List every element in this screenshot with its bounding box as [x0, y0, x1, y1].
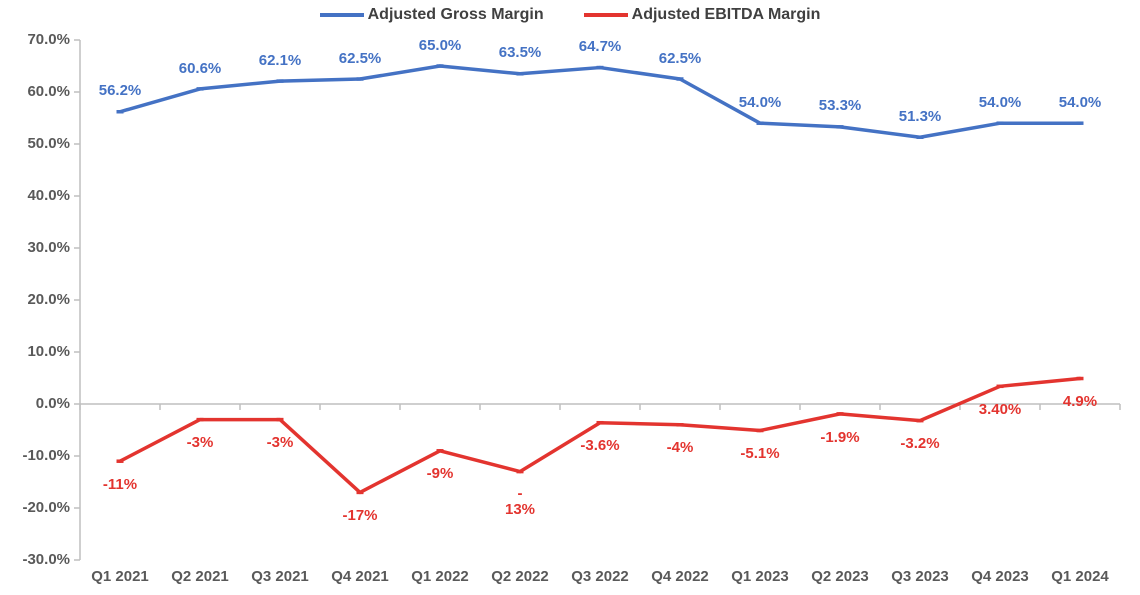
x-tick-label: Q1 2022 [411, 568, 469, 585]
data-label: 62.5% [339, 50, 382, 67]
y-tick-label: 10.0% [27, 343, 70, 360]
data-label: 64.7% [579, 38, 622, 55]
data-label: - 13% [505, 486, 535, 518]
data-label: -3% [267, 434, 294, 451]
x-tick-label: Q1 2021 [91, 568, 149, 585]
x-tick-label: Q4 2022 [651, 568, 709, 585]
data-label: -3% [187, 434, 214, 451]
x-tick-label: Q3 2022 [571, 568, 629, 585]
data-label: -5.1% [740, 445, 779, 462]
data-label: -1.9% [820, 429, 859, 446]
data-label: -4% [667, 439, 694, 456]
data-label: 63.5% [499, 44, 542, 61]
data-label: 62.1% [259, 52, 302, 69]
x-tick-label: Q3 2021 [251, 568, 309, 585]
margin-chart: Adjusted Gross MarginAdjusted EBITDA Mar… [0, 0, 1140, 595]
data-label: 56.2% [99, 82, 142, 99]
y-tick-label: -20.0% [22, 499, 70, 516]
x-tick-label: Q1 2023 [731, 568, 789, 585]
x-tick-label: Q2 2021 [171, 568, 229, 585]
data-label: -3.6% [580, 437, 619, 454]
data-label: 60.6% [179, 60, 222, 77]
y-tick-label: 70.0% [27, 31, 70, 48]
y-tick-label: -10.0% [22, 447, 70, 464]
data-label: -17% [342, 507, 377, 524]
data-label: -11% [103, 476, 137, 493]
data-label: 65.0% [419, 37, 462, 54]
y-tick-label: -30.0% [22, 551, 70, 568]
data-label: 54.0% [979, 94, 1022, 111]
y-tick-label: 50.0% [27, 135, 70, 152]
y-tick-label: 0.0% [36, 395, 70, 412]
x-tick-label: Q3 2023 [891, 568, 949, 585]
y-tick-label: 40.0% [27, 187, 70, 204]
y-tick-label: 20.0% [27, 291, 70, 308]
y-tick-label: 60.0% [27, 83, 70, 100]
data-label: 62.5% [659, 50, 702, 67]
x-tick-label: Q2 2022 [491, 568, 549, 585]
data-label: 4.9% [1063, 393, 1097, 410]
data-label: 51.3% [899, 108, 942, 125]
data-label: -9% [427, 465, 454, 482]
x-tick-label: Q1 2024 [1051, 568, 1109, 585]
chart-svg [0, 0, 1140, 595]
data-label: 54.0% [1059, 94, 1102, 111]
data-label: -3.2% [900, 435, 939, 452]
x-tick-label: Q4 2021 [331, 568, 389, 585]
x-tick-label: Q2 2023 [811, 568, 869, 585]
x-tick-label: Q4 2023 [971, 568, 1029, 585]
data-label: 3.40% [979, 401, 1022, 418]
data-label: 53.3% [819, 97, 862, 114]
data-label: 54.0% [739, 94, 782, 111]
y-tick-label: 30.0% [27, 239, 70, 256]
